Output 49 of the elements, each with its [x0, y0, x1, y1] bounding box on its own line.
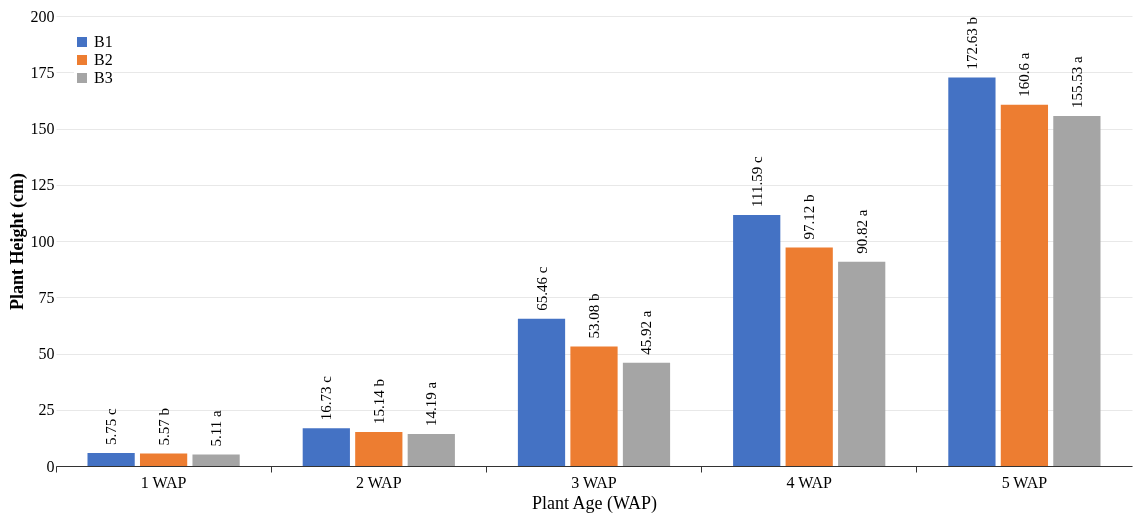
y-tick-label: 75 [38, 288, 55, 306]
y-tick-label: 200 [30, 7, 55, 25]
bar [87, 453, 135, 466]
data-label: 90.82 a [853, 209, 870, 254]
legend-label: B3 [94, 69, 113, 86]
data-label: 172.63 b [963, 17, 980, 70]
x-tick-label: 5 WAP [1001, 473, 1048, 491]
data-label: 111.59 c [748, 156, 765, 207]
bar [570, 346, 618, 466]
y-tick-label: 0 [46, 457, 55, 475]
data-label: 5.75 c [103, 408, 120, 446]
bar [622, 362, 671, 466]
x-tick-label: 2 WAP [356, 473, 402, 491]
data-label: 65.46 c [533, 266, 550, 311]
data-label: 45.92 a [638, 310, 655, 355]
x-tick-label: 1 WAP [140, 473, 187, 491]
data-label: 16.73 c [318, 375, 335, 421]
data-label: 53.08 b [586, 293, 602, 339]
x-tick-label: 3 WAP [571, 473, 617, 491]
data-label: 14.19 a [423, 381, 440, 427]
y-tick-label: 175 [30, 63, 55, 81]
y-tick-label: 25 [38, 401, 55, 419]
y-tick-label: 50 [38, 345, 55, 362]
bar [785, 247, 833, 466]
data-label: 160.6 a [1016, 52, 1033, 97]
bar [139, 453, 188, 466]
data-label: 15.14 b [370, 378, 387, 424]
bar [1053, 116, 1101, 466]
bar [517, 318, 566, 466]
y-tick-label: 125 [30, 176, 55, 194]
bar [302, 428, 350, 466]
bar [407, 434, 455, 466]
data-label: 5.57 b [155, 407, 172, 446]
bar [192, 454, 240, 466]
bar [355, 431, 403, 466]
bar [1000, 104, 1049, 466]
y-tick-label: 100 [30, 232, 55, 250]
bar [733, 214, 781, 466]
x-tick-label: 4 WAP [786, 473, 833, 491]
data-label: 97.12 b [801, 194, 818, 240]
legend-label: B2 [94, 51, 113, 68]
y-axis-title: Plant Height (cm) [6, 173, 28, 310]
data-label: 155.53 a [1068, 56, 1085, 109]
bar [948, 77, 996, 466]
bar [838, 261, 886, 466]
y-tick-label: 150 [30, 120, 55, 137]
legend-label: B1 [94, 33, 113, 50]
x-axis-title: Plant Age (WAP) [532, 492, 657, 514]
data-label: 5.11 a [208, 410, 225, 447]
